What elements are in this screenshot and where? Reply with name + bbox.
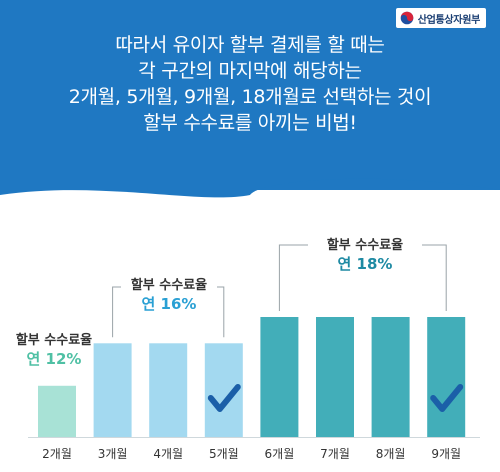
headline: 따라서 유이자 할부 결제를 할 때는 각 구간의 마지막에 해당하는 2개월,…	[0, 32, 500, 136]
group-bracket-16-right	[217, 286, 225, 338]
group-title: 할부 수수료율	[130, 278, 208, 293]
bar-2	[93, 343, 132, 437]
bar-6	[316, 317, 354, 437]
x-tick-label: 4개월	[153, 447, 183, 461]
header-banner: 산업통상자원부 따라서 유이자 할부 결제를 할 때는 각 구간의 마지막에 해…	[0, 0, 500, 198]
group-bracket-16-left	[112, 286, 121, 338]
bar-8	[427, 317, 466, 437]
x-tick-label: 6개월	[265, 447, 295, 461]
group-bracket-18-left	[278, 244, 308, 311]
group-title: 할부 수수료율	[15, 333, 93, 348]
ministry-name: 산업통상자원부	[417, 14, 481, 26]
group-label-18: 할부 수수료율 연 18%	[300, 236, 430, 274]
bar-5	[260, 317, 299, 437]
checkmark-icon	[207, 384, 241, 412]
x-tick-label: 2개월	[42, 447, 72, 461]
headline-line-2: 각 구간의 마지막에 해당하는	[138, 60, 362, 82]
headline-line-4: 할부 수수료를 아끼는 비법!	[143, 112, 357, 134]
group-label-16: 할부 수수료율 연 16%	[114, 276, 224, 314]
group-rate: 연 12%	[26, 350, 82, 368]
bar-3	[149, 343, 188, 437]
ministry-logo: 산업통상자원부	[395, 8, 486, 28]
group-title: 할부 수수료율	[326, 238, 404, 253]
x-tick-label: 9개월	[431, 447, 461, 461]
x-tick-label: 5개월	[209, 447, 239, 461]
header-wave	[0, 150, 500, 198]
x-tick-label: 7개월	[320, 447, 350, 461]
group-bracket-18-right	[422, 244, 447, 311]
group-rate: 연 16%	[141, 295, 197, 313]
x-tick-label: 3개월	[98, 447, 128, 461]
taegeuk-emblem-icon	[400, 11, 413, 25]
headline-line-1: 따라서 유이자 할부 결제를 할 때는	[115, 34, 385, 56]
headline-line-3: 2개월, 5개월, 9개월, 18개월로 선택하는 것이	[68, 86, 432, 108]
bar-7	[371, 317, 410, 437]
group-label-12: 할부 수수료율 연 12%	[14, 331, 94, 369]
group-rate: 연 18%	[337, 255, 393, 273]
checkmark-icon	[430, 384, 464, 412]
bar-1	[38, 385, 76, 437]
x-tick-label: 8개월	[376, 447, 406, 461]
